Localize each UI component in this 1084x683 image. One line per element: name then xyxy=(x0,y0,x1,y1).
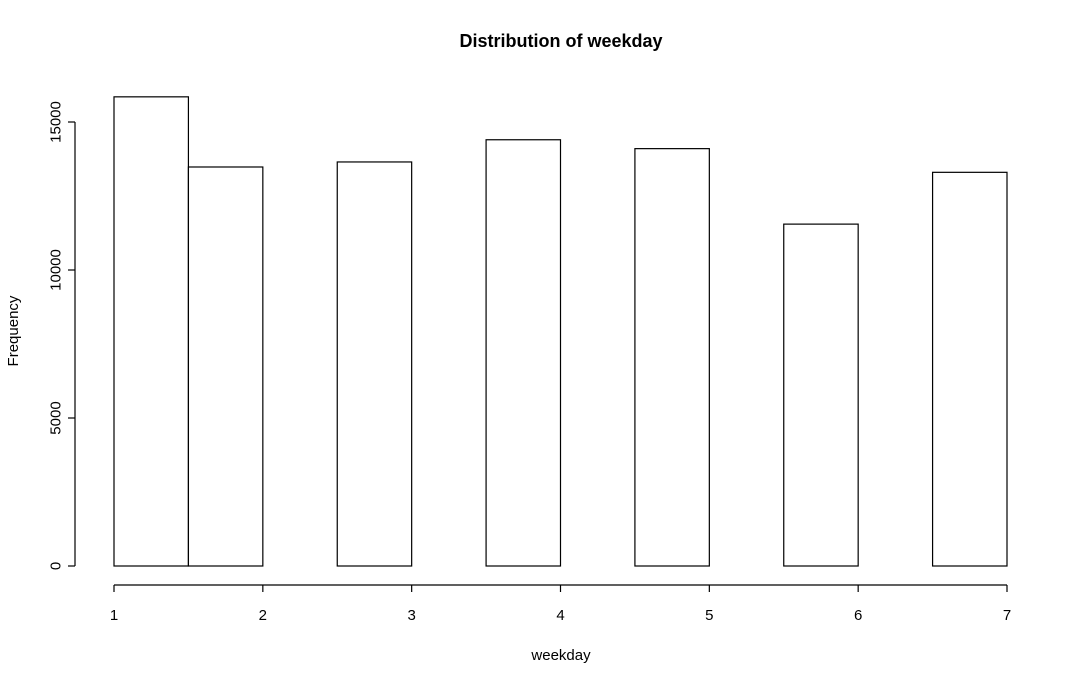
histogram-bar-10 xyxy=(783,223,859,567)
y-tick-label: 15000 xyxy=(47,101,64,143)
chart-title: Distribution of weekday xyxy=(459,31,662,51)
x-axis-label: weekday xyxy=(530,647,591,664)
histogram-bar-8 xyxy=(634,148,710,567)
histogram-bar-6 xyxy=(485,139,562,567)
histogram-bar-1 xyxy=(113,96,190,567)
y-tick-label: 0 xyxy=(47,562,64,570)
y-axis-label: Frequency xyxy=(5,295,22,366)
histogram-bar-2 xyxy=(187,166,264,567)
histogram-bar-4 xyxy=(336,161,413,567)
x-tick-label: 7 xyxy=(1003,607,1011,624)
histogram-bar-12 xyxy=(931,171,1008,567)
x-axis: 1 2 3 4 5 6 7 xyxy=(110,584,1011,624)
y-tick-label: 10000 xyxy=(47,249,64,291)
y-axis: 0 5000 10000 15000 xyxy=(47,101,76,570)
x-tick-label: 6 xyxy=(854,607,862,624)
x-tick-label: 3 xyxy=(407,607,415,624)
x-tick-label: 1 xyxy=(110,607,118,624)
y-tick-label: 5000 xyxy=(47,401,64,434)
x-tick-label: 4 xyxy=(556,607,564,624)
bars-group xyxy=(113,96,1008,567)
x-tick-label: 2 xyxy=(259,607,267,624)
x-tick-label: 5 xyxy=(705,607,713,624)
